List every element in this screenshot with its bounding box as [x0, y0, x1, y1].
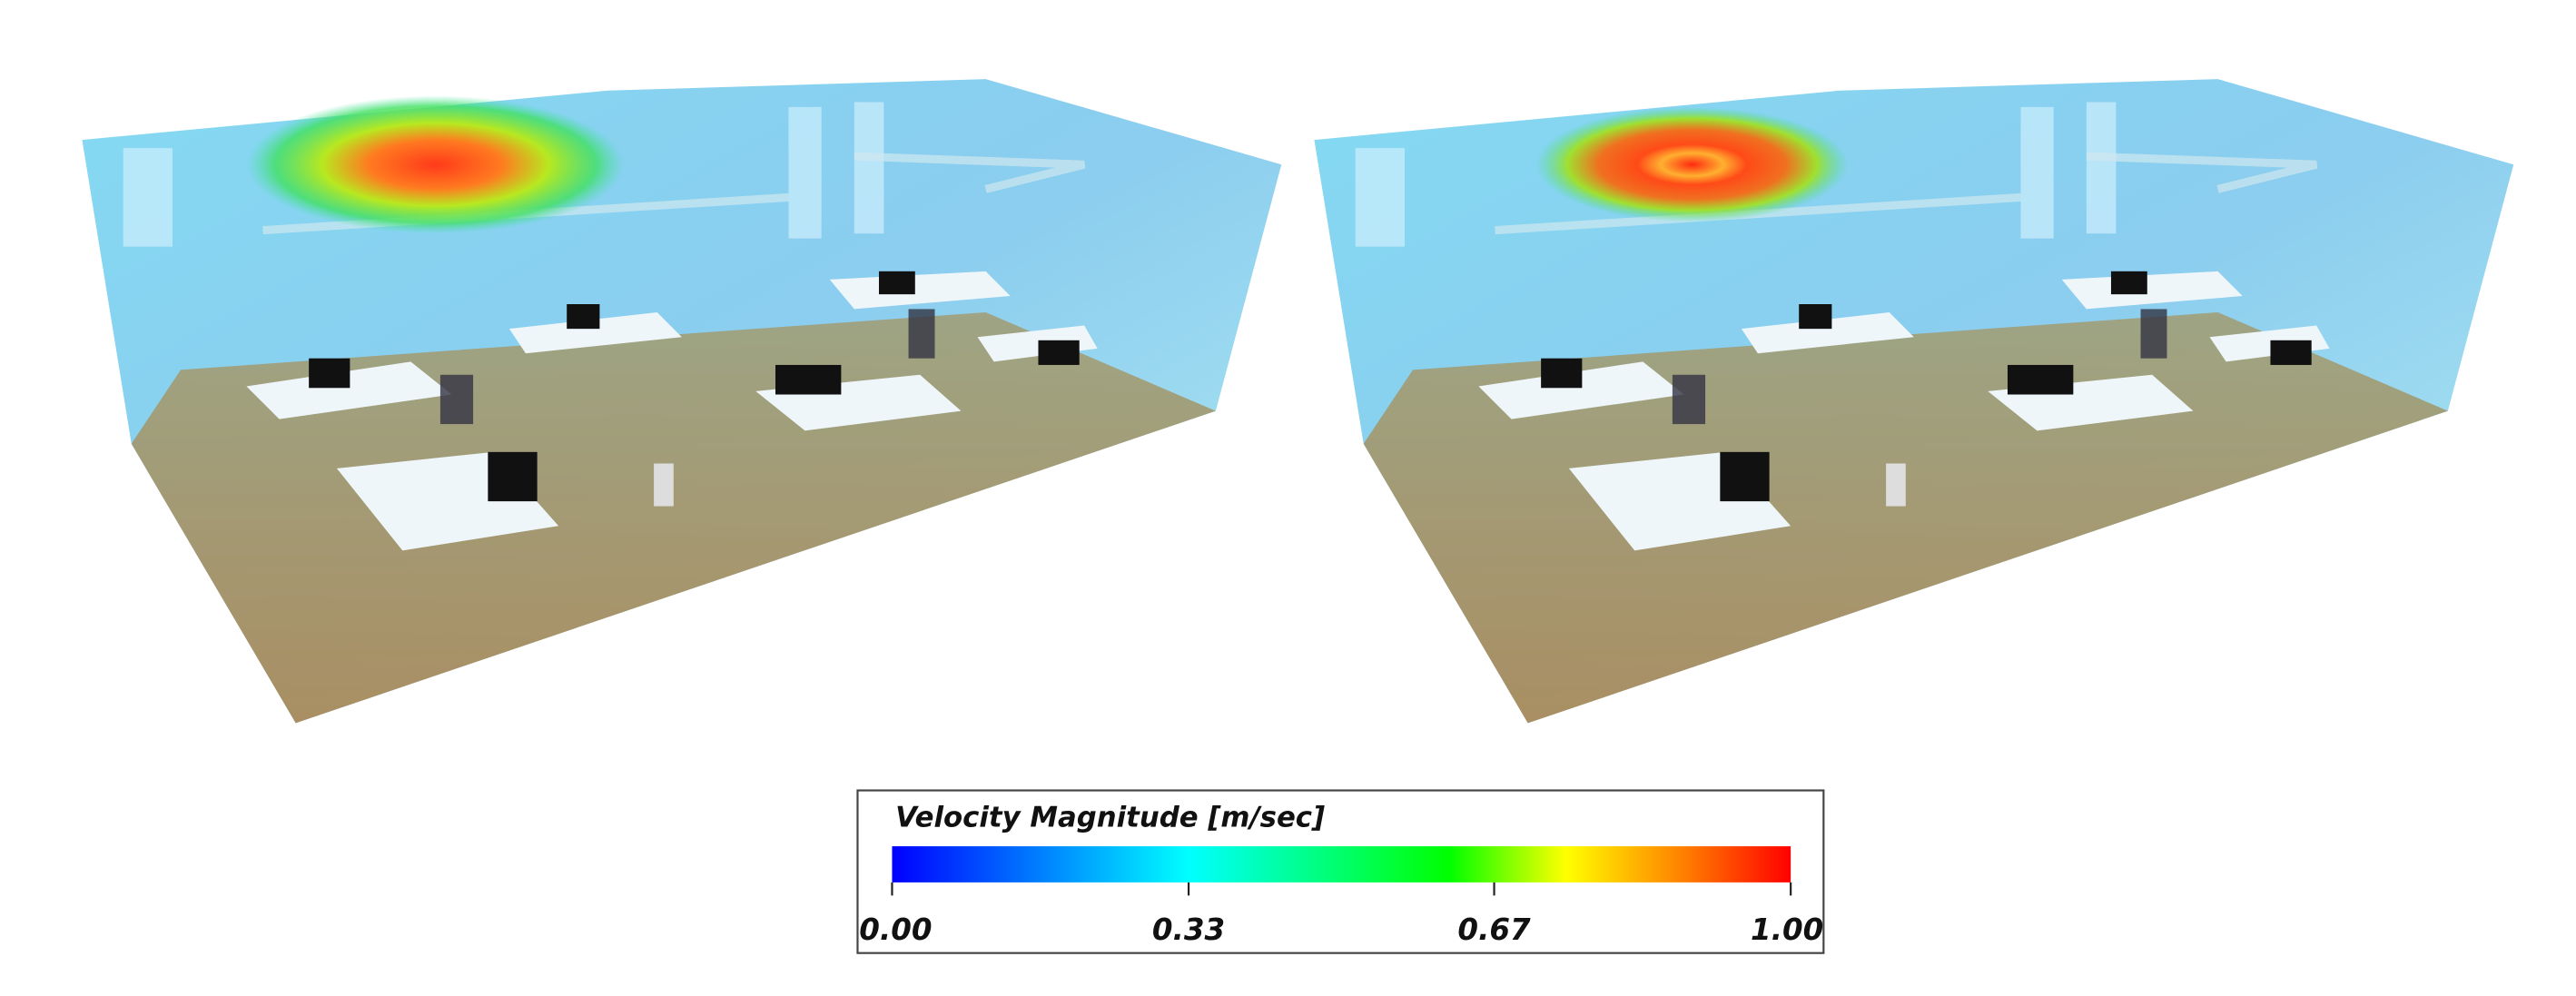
color-bar	[892, 846, 1791, 883]
tick-label: 0.33	[1152, 912, 1225, 947]
tick-label: 0.67	[1457, 912, 1531, 947]
legend-title: Velocity Magnitude [m/sec]	[895, 801, 1325, 833]
left-room-render	[82, 79, 1281, 723]
right-room-render	[1314, 79, 2513, 723]
tick-label: 1.00	[1751, 912, 1823, 947]
tick-label: 0.00	[859, 912, 932, 947]
legend: Velocity Magnitude [m/sec] 0.00 0.33 0.67 1…	[856, 789, 1825, 954]
